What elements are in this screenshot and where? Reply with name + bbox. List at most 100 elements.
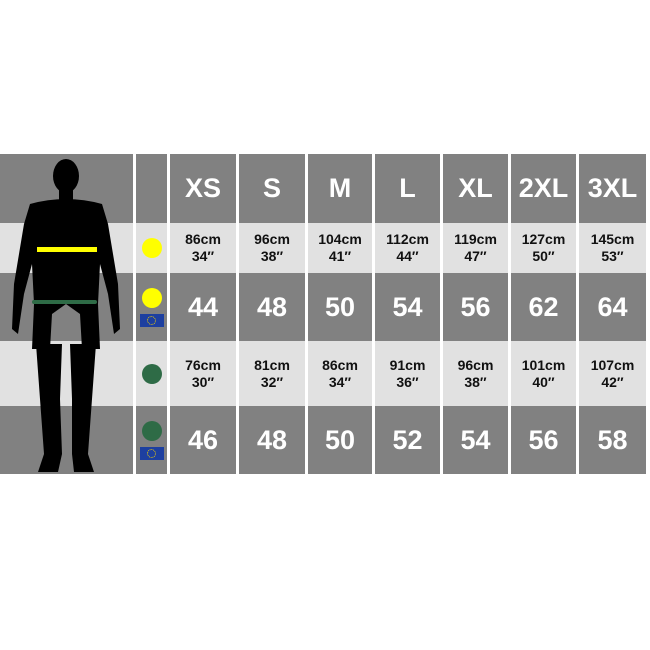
waist-eu-value: 56 [528,424,559,455]
waist-eu-icon-cell [136,406,167,474]
chest-eu-value: 54 [392,291,423,322]
waist-measurement: 101cm 40″ [511,341,576,406]
waist-in: 42″ [601,373,624,390]
chest-eu-size: 64 [579,273,646,341]
waist-eu-value: 58 [597,424,628,455]
waist-eu-size: 50 [308,406,372,474]
waist-in: 36″ [396,373,419,390]
chest-measurement: 119cm 47″ [443,223,508,273]
waist-in: 30″ [191,373,215,390]
chest-eu-value: 48 [256,291,288,322]
waist-eu-value: 52 [392,424,423,455]
waist-icon-cell [136,341,167,406]
waist-green-circle-icon [141,420,162,441]
waist-eu-size: 48 [239,406,305,474]
waist-eu-size: 56 [511,406,576,474]
waist-eu-size: 52 [375,406,440,474]
waist-measurement: 91cm 36″ [375,341,440,406]
chest-in: 53″ [601,248,624,264]
waist-cm: 76cm [185,356,221,373]
waist-measurement: 86cm 34″ [308,341,372,406]
chest-eu-value: 44 [187,291,219,322]
chest-measurement: 112cm 44″ [375,223,440,273]
waist-measurement: 107cm 42″ [579,341,646,406]
waist-eu-size: 54 [443,406,508,474]
chest-in: 50″ [532,248,555,264]
waist-cm: 81cm [254,356,290,373]
chest-cm: 119cm [454,231,497,247]
size-header: XS [170,154,236,223]
size-label: L [399,173,416,203]
chest-line [37,247,97,252]
size-label: XS [184,173,222,203]
waist-eu-value: 50 [324,424,356,455]
chest-in: 44″ [396,248,419,264]
waist-eu-size: 58 [579,406,646,474]
chest-eu-icon-cell [136,273,167,341]
waist-eu-value: 54 [460,424,491,455]
chest-cm: 86cm [185,231,221,247]
chest-eu-size: 54 [375,273,440,341]
waist-line [32,300,97,304]
chest-measurement: 127cm 50″ [511,223,576,273]
waist-in: 34″ [328,373,352,390]
chest-measurement: 145cm 53″ [579,223,646,273]
size-chart: XS 86cm 34″ 44 76cm 30″ 46 S 96cm 38″ 48 81cm 32″ 48 M… [0,154,648,474]
chest-measurement: 104cm 41″ [308,223,372,273]
waist-eu-value: 46 [187,424,219,455]
waist-in: 32″ [260,373,284,390]
chest-in: 34″ [191,248,215,264]
chest-eu-size: 48 [239,273,305,341]
chest-measurement: 86cm 34″ [170,223,236,273]
chest-in: 38″ [260,248,284,264]
waist-cm: 107cm [590,356,635,373]
waist-in: 40″ [532,373,555,390]
waist-in: 38″ [464,373,487,390]
chest-yellow-circle-icon [141,238,162,258]
eu-flag-icon [139,313,164,327]
icon-header-cell [136,154,167,223]
size-header: 3XL [579,154,646,223]
waist-cm: 91cm [389,356,426,373]
chest-in: 47″ [464,248,487,264]
eu-flag-icon [139,446,164,460]
waist-measurement: 81cm 32″ [239,341,305,406]
body-silhouette-icon [12,159,120,472]
waist-cm: 86cm [322,356,358,373]
chest-eu-size: 44 [170,273,236,341]
chest-icon-cell [136,223,167,273]
chest-eu-size: 56 [443,273,508,341]
waist-measurement: 96cm 38″ [443,341,508,406]
chest-eu-value: 64 [597,291,628,322]
chest-cm: 127cm [521,231,566,247]
size-header: XL [443,154,508,223]
size-header: S [239,154,305,223]
size-label: 2XL [518,173,569,203]
waist-measurement: 76cm 30″ [170,341,236,406]
chest-eu-value: 62 [528,291,559,322]
chest-measurement: 96cm 38″ [239,223,305,273]
size-header: M [308,154,372,223]
chest-eu-value: 56 [460,291,491,322]
chest-yellow-circle-icon [141,287,162,308]
size-label: XL [458,173,493,203]
chest-eu-size: 50 [308,273,372,341]
chest-in: 41″ [328,248,352,264]
waist-eu-size: 46 [170,406,236,474]
size-label: M [328,173,352,203]
waist-cm: 101cm [521,356,566,373]
chest-cm: 104cm [318,231,362,247]
chest-eu-size: 62 [511,273,576,341]
size-header: L [375,154,440,223]
chest-cm: 112cm [386,231,429,247]
waist-eu-value: 48 [256,424,288,455]
size-header: 2XL [511,154,576,223]
chest-eu-value: 50 [324,291,356,322]
size-label: S [262,173,281,203]
waist-cm: 96cm [457,356,494,373]
chest-cm: 145cm [590,231,635,247]
chest-cm: 96cm [254,231,290,247]
waist-green-circle-icon [141,363,162,384]
body-silhouette-column [0,154,133,474]
size-label: 3XL [587,173,638,203]
